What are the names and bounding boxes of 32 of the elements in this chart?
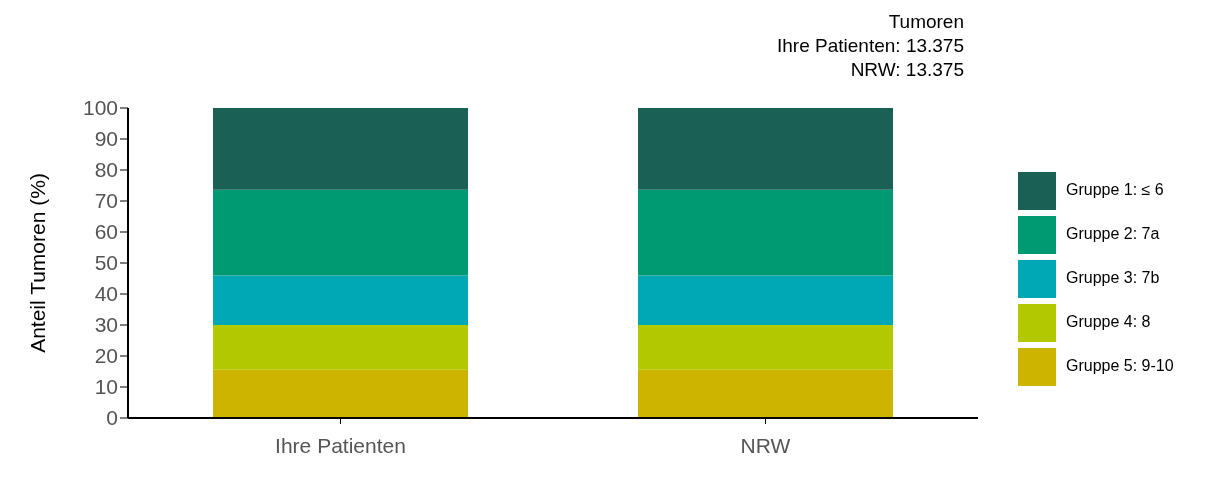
x-tick-label: Ihre Patienten [275,433,406,457]
y-tick-label: 70 [94,189,118,213]
bar [638,108,893,190]
y-tick-label: 0 [106,406,118,430]
y-axis-title: Anteil Tumoren (%) [26,173,50,353]
y-tick-label: 80 [94,158,118,182]
legend-label: Gruppe 1: ≤ 6 [1066,181,1164,198]
bar [638,275,893,325]
legend-label: Gruppe 5: 9-10 [1066,357,1174,374]
bar [213,275,468,325]
legend-label: Gruppe 2: 7a [1066,225,1160,242]
y-tick-label: 60 [94,220,118,244]
bar [638,325,893,370]
y-tick-label: 20 [94,344,118,368]
bar [213,369,468,418]
y-tick-label: 90 [94,127,118,151]
legend-label: Gruppe 3: 7b [1066,269,1160,286]
y-tick-label: 30 [94,313,118,337]
bar [213,189,468,276]
bar [638,369,893,418]
y-tick-label: 10 [94,375,118,399]
bar [213,108,468,190]
y-tick-label: 40 [94,282,118,306]
x-tick-label: NRW [740,433,791,457]
y-tick-label: 50 [94,251,118,275]
bar [638,189,893,276]
text: NRW: 13.375 [849,58,964,82]
chart-title: Tumoren [887,10,964,34]
bar [213,325,468,370]
legend-label: Gruppe 4: 8 [1066,313,1151,330]
y-tick-label: 100 [82,96,118,120]
text: Ihre Patienten: 13.375 [777,34,964,58]
